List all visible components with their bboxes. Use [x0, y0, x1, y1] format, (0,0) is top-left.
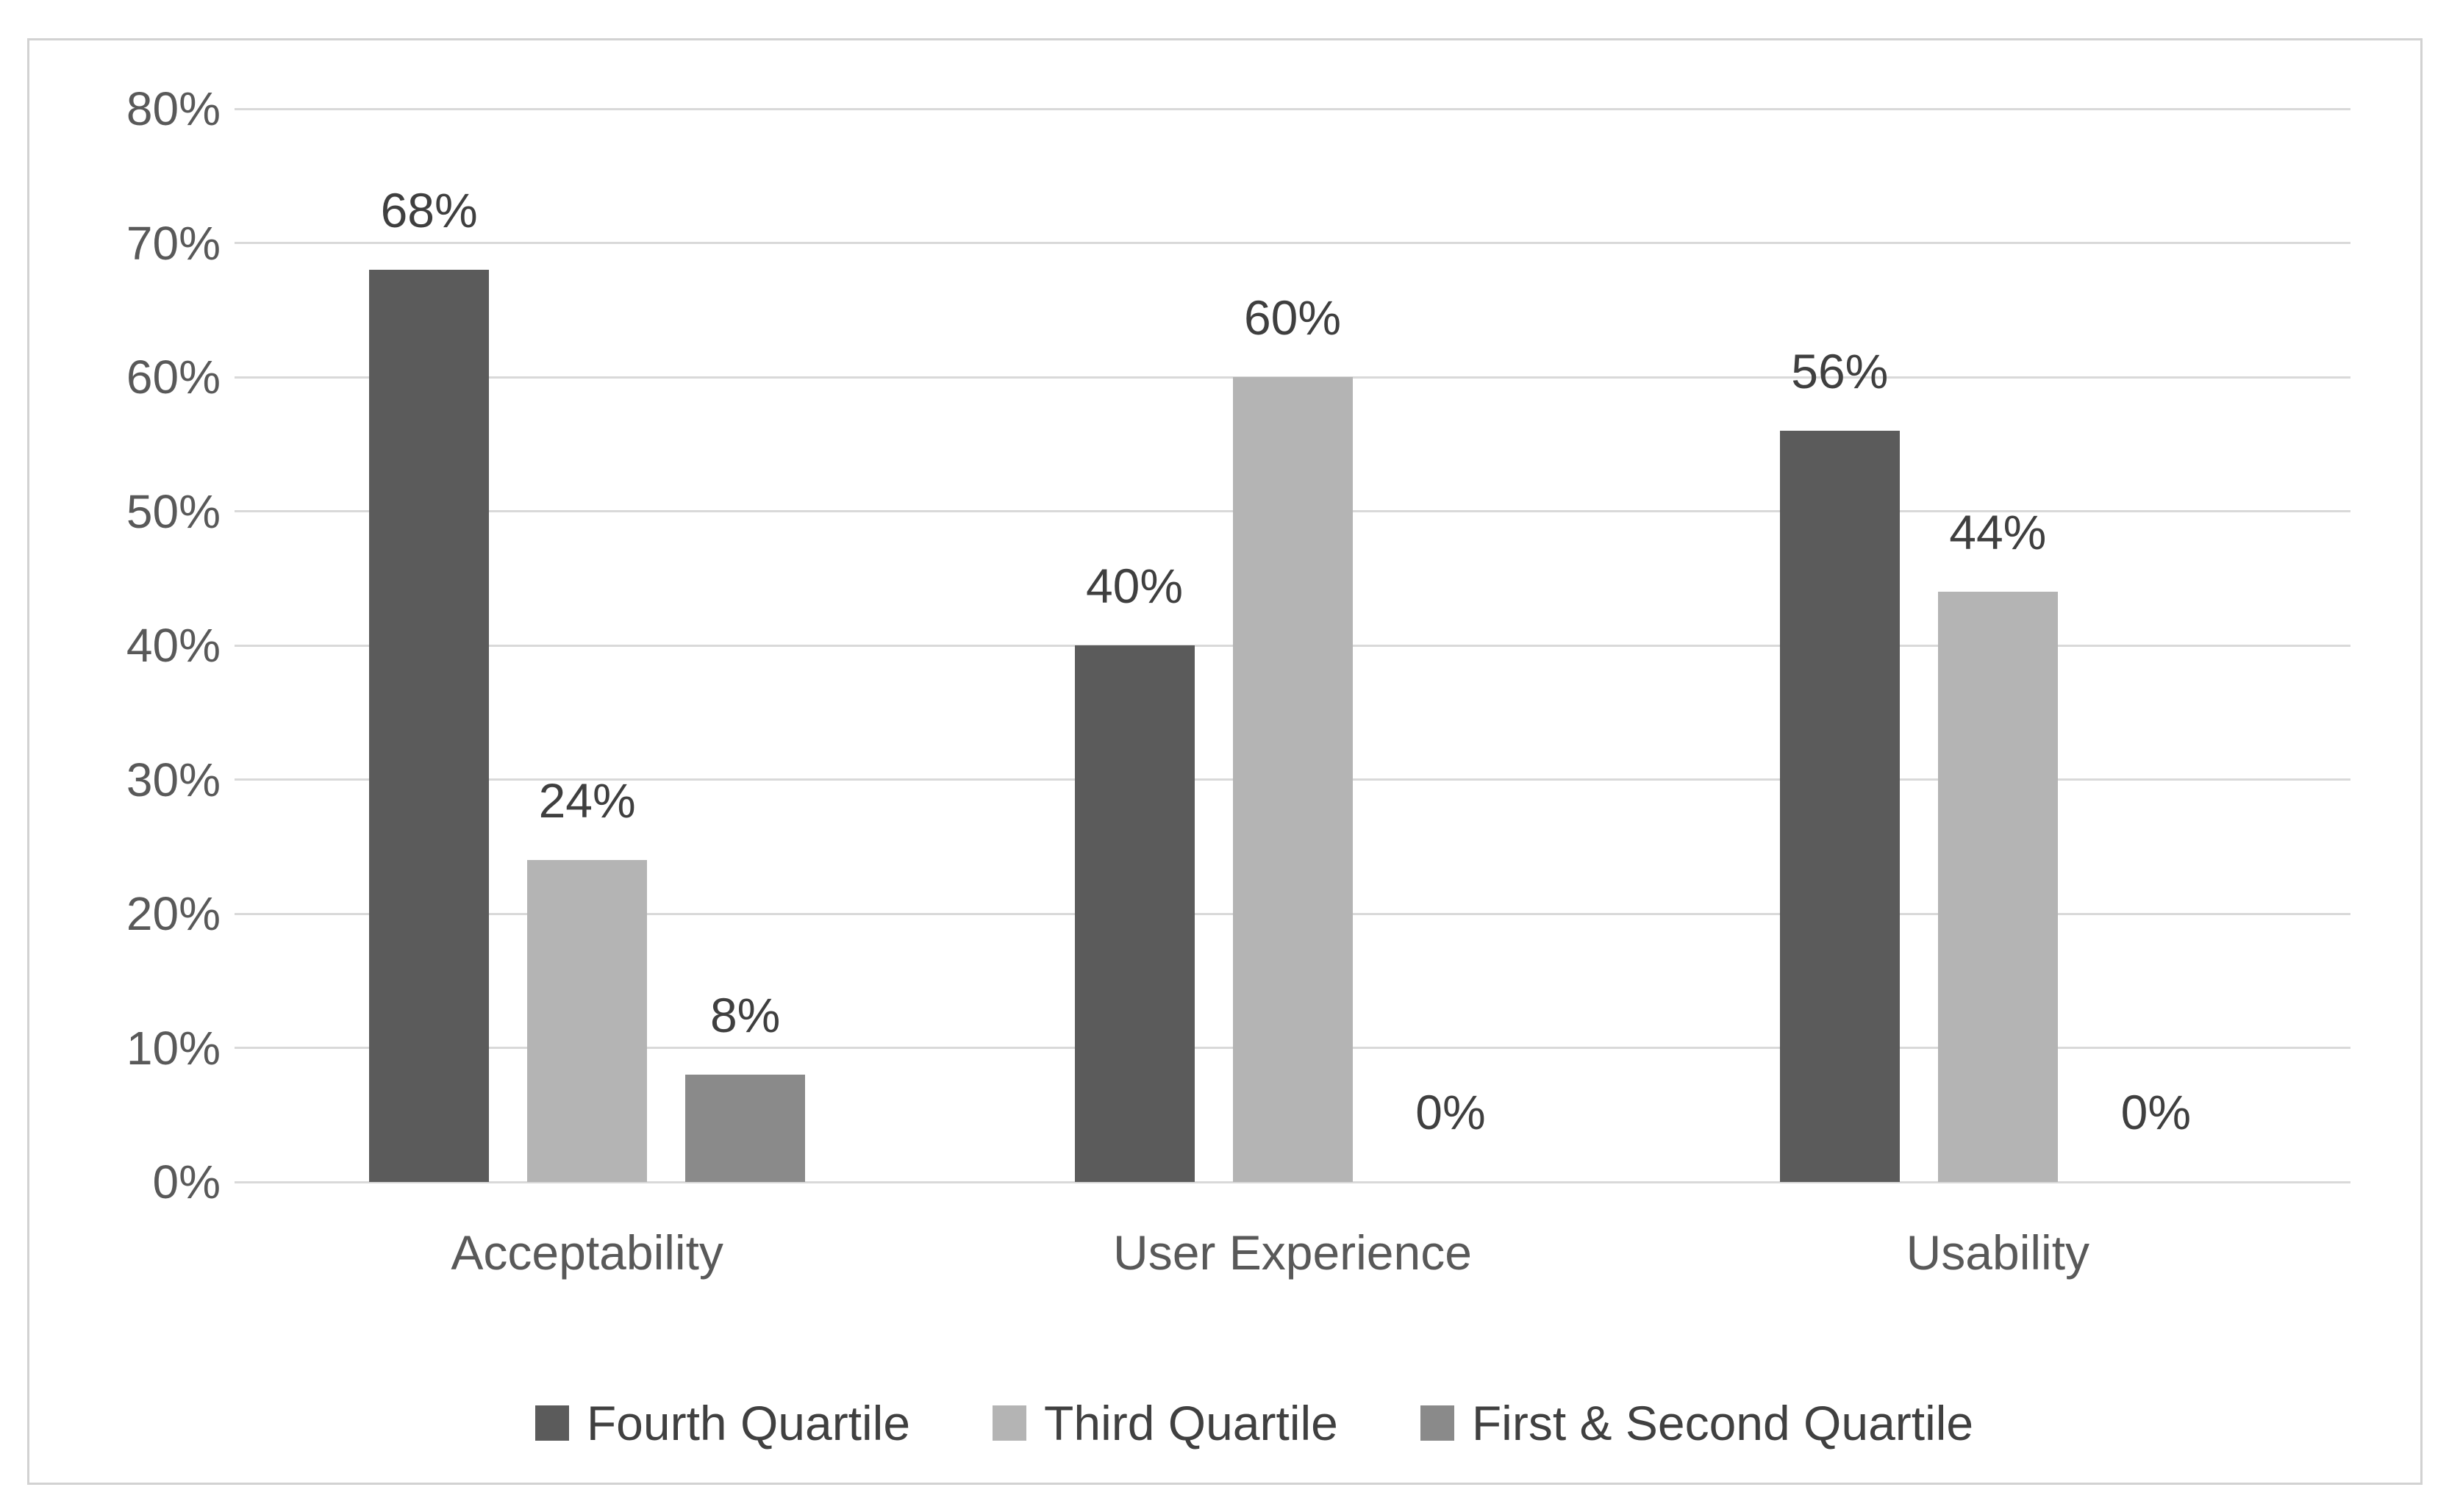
legend-item: Third Quartile [993, 1397, 1338, 1450]
bar-usability-series-0 [1779, 431, 1900, 1182]
data-label: 44% [1949, 505, 2047, 560]
legend-label: Fourth Quartile [586, 1396, 911, 1450]
category-label-acceptability: Acceptability [451, 1225, 723, 1280]
data-label: 24% [538, 773, 636, 828]
legend-swatch-icon [1420, 1405, 1454, 1441]
legend-item: Fourth Quartile [535, 1397, 910, 1450]
gridline [235, 242, 2350, 244]
bar-user-experience-series-1 [1232, 377, 1353, 1182]
y-tick-label: 10% [126, 1021, 221, 1075]
y-tick-label: 70% [126, 216, 221, 270]
legend-label: First & Second Quartile [1471, 1396, 1974, 1450]
y-tick-label: 30% [126, 753, 221, 806]
data-label: 0% [1415, 1085, 1486, 1140]
plot-area: 68% 24% 8% 40% 60% 0% 56% 44% 0% [235, 107, 2350, 1183]
data-label: 8% [709, 988, 781, 1043]
y-tick-label: 50% [126, 484, 221, 538]
gridline [235, 1180, 2350, 1183]
bar-acceptability-series-2 [685, 1075, 806, 1182]
gridline [235, 107, 2350, 110]
legend-swatch-icon [535, 1405, 569, 1441]
data-label: 60% [1243, 290, 1342, 345]
data-label: 40% [1085, 559, 1184, 614]
y-tick-label: 40% [126, 619, 221, 672]
chart-legend: Fourth Quartile Third Quartile First & Sec… [57, 1397, 2449, 1450]
category-label-user-experience: User Experience [1113, 1225, 1472, 1280]
data-label: 0% [2120, 1085, 2192, 1140]
legend-label: Third Quartile [1044, 1396, 1338, 1450]
data-label: 68% [380, 183, 478, 238]
bar-acceptability-series-1 [527, 860, 648, 1182]
bar-acceptability-series-0 [369, 270, 490, 1182]
y-tick-label: 0% [152, 1156, 221, 1208]
y-tick-label: 20% [126, 887, 221, 940]
category-label-usability: Usability [1906, 1225, 2090, 1280]
data-label: 56% [1791, 344, 1889, 399]
y-tick-label: 60% [126, 351, 221, 404]
legend-swatch-icon [993, 1405, 1027, 1441]
bar-user-experience-series-0 [1074, 645, 1195, 1182]
legend-item: First & Second Quartile [1420, 1397, 1973, 1450]
bar-usability-series-1 [1937, 592, 2058, 1182]
y-tick-label: 80% [126, 82, 221, 135]
